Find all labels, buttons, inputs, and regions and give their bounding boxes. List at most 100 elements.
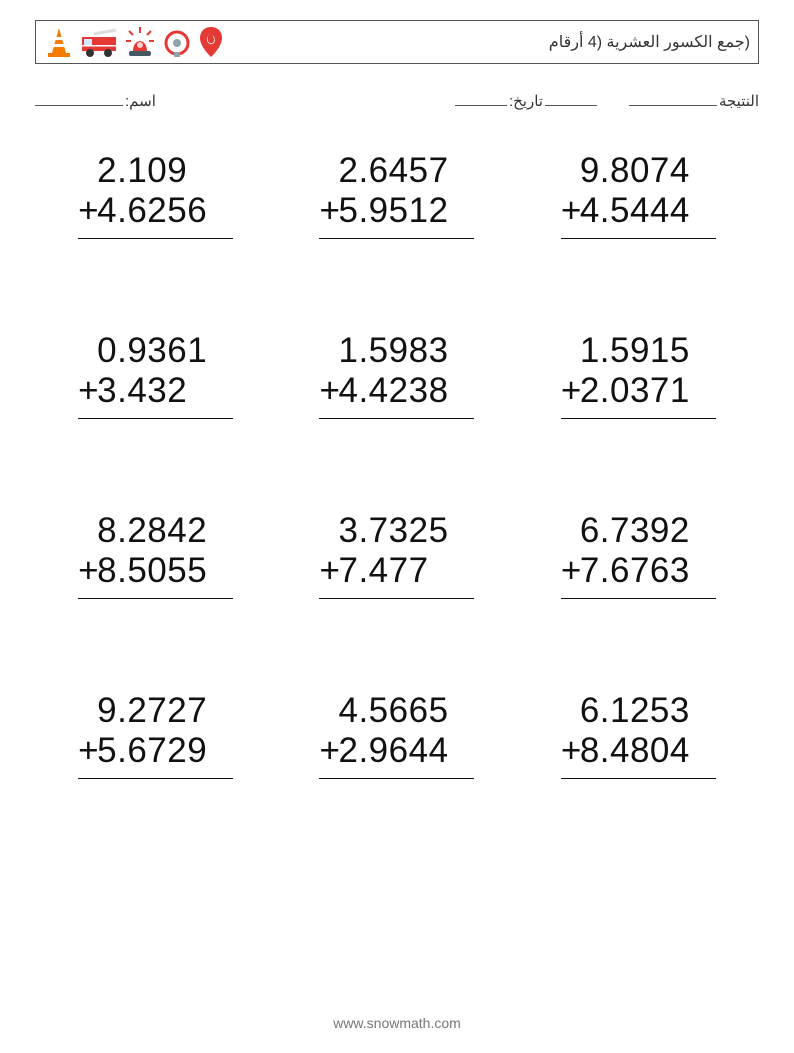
addend-bottom-row: +7.477 <box>319 551 474 591</box>
answer-rule <box>319 238 474 239</box>
addend-bottom-row: +3.432 <box>78 371 233 411</box>
name-label: اسم: <box>125 92 156 110</box>
header-icons <box>44 25 224 59</box>
problem-cell: 1.5915+2.0371 <box>518 315 759 495</box>
problem-cell: 0.9361+3.432 <box>35 315 276 495</box>
score-label: النتيجة <box>719 92 759 110</box>
problem: 1.5915+2.0371 <box>561 331 716 419</box>
problem-cell: 2.6457+5.9512 <box>276 135 517 315</box>
answer-rule <box>319 778 474 779</box>
addend-top: 6.7392 <box>561 511 716 551</box>
score-field: النتيجة <box>629 90 759 114</box>
operator-sign: + <box>319 371 338 411</box>
operator-sign: + <box>319 551 338 591</box>
addend-bottom-row: +7.6763 <box>561 551 716 591</box>
operator-sign: + <box>561 191 580 231</box>
answer-rule <box>78 418 233 419</box>
addend-bottom: 8.4804 <box>580 731 690 771</box>
operator-sign: + <box>78 551 97 591</box>
addend-top: 0.9361 <box>78 331 233 371</box>
answer-rule <box>78 778 233 779</box>
problem-cell: 8.2842+8.5055 <box>35 495 276 675</box>
problem: 2.109+4.6256 <box>78 151 233 239</box>
addend-top: 2.6457 <box>319 151 474 191</box>
addend-top: 4.5665 <box>319 691 474 731</box>
addend-bottom-row: +2.9644 <box>319 731 474 771</box>
addend-bottom: 7.6763 <box>580 551 690 591</box>
answer-rule <box>78 238 233 239</box>
problems-grid: 2.109+4.62562.6457+5.95129.8074+4.54440.… <box>35 135 759 855</box>
firetruck-icon <box>80 25 118 59</box>
addend-bottom-row: +5.6729 <box>78 731 233 771</box>
problem: 9.8074+4.5444 <box>561 151 716 239</box>
addend-bottom: 8.5055 <box>97 551 207 591</box>
problem: 6.1253+8.4804 <box>561 691 716 779</box>
addend-top: 3.7325 <box>319 511 474 551</box>
addend-bottom-row: +4.5444 <box>561 191 716 231</box>
problem-cell: 9.8074+4.5444 <box>518 135 759 315</box>
operator-sign: + <box>78 731 97 771</box>
score-line <box>629 90 717 106</box>
addend-bottom: 7.477 <box>338 551 428 591</box>
addend-bottom-row: +8.5055 <box>78 551 233 591</box>
problem-cell: 9.2727+5.6729 <box>35 675 276 855</box>
problem-cell: 1.5983+4.4238 <box>276 315 517 495</box>
addend-top: 6.1253 <box>561 691 716 731</box>
problem-cell: 6.7392+7.6763 <box>518 495 759 675</box>
footer-url: www.snowmath.com <box>0 1015 794 1031</box>
problem: 8.2842+8.5055 <box>78 511 233 599</box>
addend-bottom: 4.6256 <box>97 191 207 231</box>
problem: 9.2727+5.6729 <box>78 691 233 779</box>
answer-rule <box>561 778 716 779</box>
addend-bottom-row: +8.4804 <box>561 731 716 771</box>
addend-top: 9.2727 <box>78 691 233 731</box>
operator-sign: + <box>561 371 580 411</box>
problem-cell: 4.5665+2.9644 <box>276 675 517 855</box>
answer-rule <box>561 418 716 419</box>
addend-bottom-row: +4.6256 <box>78 191 233 231</box>
addend-bottom: 5.6729 <box>97 731 207 771</box>
addend-bottom-row: +2.0371 <box>561 371 716 411</box>
answer-rule <box>78 598 233 599</box>
meta-row: اسم: النتيجة تاريخ: <box>35 90 759 114</box>
addend-top: 1.5915 <box>561 331 716 371</box>
addend-bottom: 2.0371 <box>580 371 690 411</box>
addend-bottom-row: +5.9512 <box>319 191 474 231</box>
operator-sign: + <box>561 731 580 771</box>
worksheet-title: (جمع الكسور العشرية (4 أرقام <box>549 32 750 52</box>
name-line <box>35 90 123 106</box>
addend-top: 9.8074 <box>561 151 716 191</box>
problem-cell: 2.109+4.6256 <box>35 135 276 315</box>
alarm-icon <box>162 25 192 59</box>
problem-cell: 6.1253+8.4804 <box>518 675 759 855</box>
problem: 1.5983+4.4238 <box>319 331 474 419</box>
problem: 6.7392+7.6763 <box>561 511 716 599</box>
header-box: (جمع الكسور العشرية (4 أرقام <box>35 20 759 64</box>
addend-top: 8.2842 <box>78 511 233 551</box>
answer-rule <box>319 418 474 419</box>
addend-top: 1.5983 <box>319 331 474 371</box>
addend-bottom: 2.9644 <box>338 731 448 771</box>
operator-sign: + <box>319 731 338 771</box>
meta-right-group: النتيجة تاريخ: <box>455 90 759 114</box>
problem: 3.7325+7.477 <box>319 511 474 599</box>
date-line-after <box>455 90 507 106</box>
addend-bottom: 4.4238 <box>338 371 448 411</box>
problem: 4.5665+2.9644 <box>319 691 474 779</box>
answer-rule <box>561 598 716 599</box>
addend-bottom: 3.432 <box>97 371 187 411</box>
problem: 0.9361+3.432 <box>78 331 233 419</box>
problem: 2.6457+5.9512 <box>319 151 474 239</box>
operator-sign: + <box>319 191 338 231</box>
date-line-before <box>545 90 597 106</box>
location-fire-icon <box>198 25 224 59</box>
siren-icon <box>124 25 156 59</box>
date-field: تاريخ: <box>455 90 597 114</box>
operator-sign: + <box>78 371 97 411</box>
answer-rule <box>319 598 474 599</box>
addend-bottom-row: +4.4238 <box>319 371 474 411</box>
addend-bottom: 4.5444 <box>580 191 690 231</box>
answer-rule <box>561 238 716 239</box>
problem-cell: 3.7325+7.477 <box>276 495 517 675</box>
addend-bottom: 5.9512 <box>338 191 448 231</box>
